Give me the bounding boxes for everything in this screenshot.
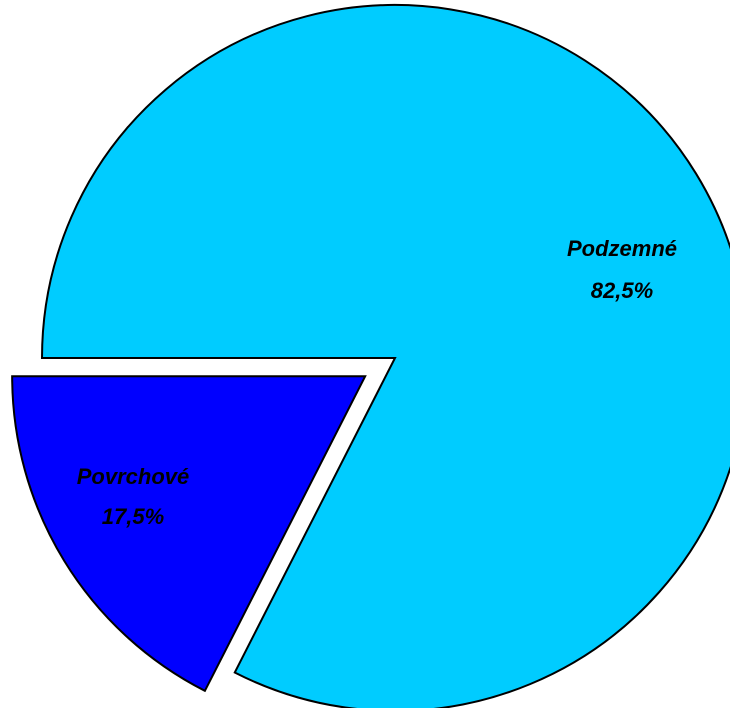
pie-slice [11,375,367,693]
pie-slice [40,4,730,708]
slice-label: Podzemné [567,236,677,261]
slice-value-label: 17,5% [102,504,164,529]
slice-value-label: 82,5% [591,278,653,303]
slice-label: Povrchové [77,464,190,489]
